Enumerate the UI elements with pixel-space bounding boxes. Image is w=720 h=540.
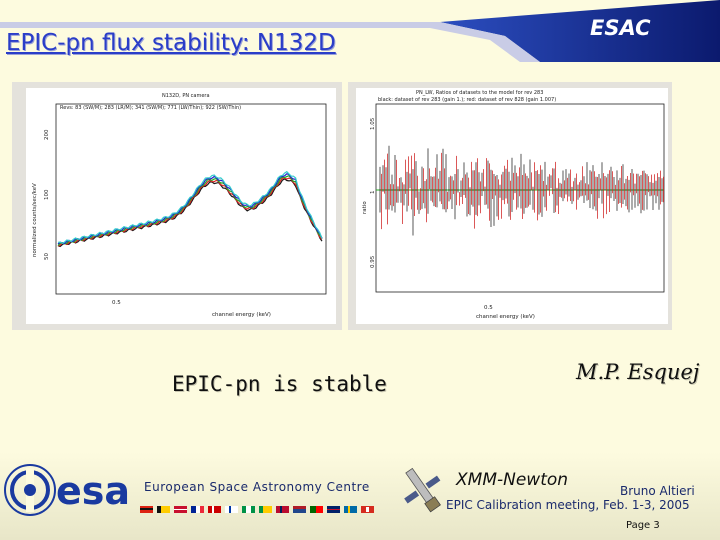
plot-right-xlabel: channel energy (keV) [476, 314, 535, 320]
member-flags-strip [140, 506, 374, 513]
xmm-satellite-icon [404, 467, 441, 513]
ratio-plot: PN_LW, Ratios of datasets to the model f… [348, 82, 672, 330]
plot-left-title: N132D, PN camera [162, 93, 210, 99]
stability-statement: EPIC-pn is stable [172, 372, 387, 396]
spectrum-curve [57, 170, 323, 244]
plot-right-ytick: 1.05 [370, 117, 376, 130]
slide-title: EPIC-pn flux stability: N132D [6, 30, 336, 56]
flux-spectrum-figure: N132D, PN camera Revs: 83 (SW/M); 283 (L… [26, 88, 336, 324]
mission-name: XMM-Newton [456, 470, 569, 490]
plot-left-xtick: 0.5 [112, 300, 121, 306]
ratio-figure: PN_LW, Ratios of datasets to the model f… [356, 88, 668, 324]
header-band [0, 0, 720, 62]
plot-left-ytick: 50 [44, 253, 50, 260]
spectrum-curves [57, 170, 323, 248]
plot-right-ytick: 1 [370, 191, 376, 195]
slide-header: EPIC-pn flux stability: N132D ESAC [0, 0, 720, 62]
org-label: ESAC [590, 16, 651, 40]
plot-right-subtitle: black: dataset of rev 283 (gain 1.); red… [378, 97, 556, 103]
flux-spectrum-plot: N132D, PN camera Revs: 83 (SW/M); 283 (L… [12, 82, 342, 330]
plot-left-ytick: 100 [44, 189, 50, 200]
esa-logo-text: esa [56, 469, 130, 513]
esa-logo: esa [2, 462, 142, 522]
plot-right-title: PN_LW, Ratios of datasets to the model f… [416, 90, 543, 96]
meeting-info: EPIC Calibration meeting, Feb. 1-3, 2005 [446, 498, 690, 512]
centre-name: European Space Astronomy Centre [144, 480, 370, 494]
spectrum-curve [57, 178, 323, 248]
plot-right-xtick: 0.5 [484, 305, 493, 311]
author-name: M.P. Esquej [576, 360, 700, 384]
plot-right-ytick: 0.95 [370, 255, 376, 268]
esa-logo-icon: esa [4, 464, 130, 516]
page-number: Page 3 [626, 520, 660, 531]
footer-band [0, 452, 720, 540]
presenter-name: Bruno Altieri [620, 484, 695, 498]
spectrum-curve [57, 177, 323, 247]
plot-left-xlabel: channel energy (keV) [212, 312, 271, 318]
plot-left-legend: Revs: 83 (SW/M); 283 (LR/M); 341 (SW/M);… [60, 105, 241, 111]
plot-left-ylabel: normalized counts/sec/keV [32, 183, 38, 257]
plot-right-ylabel: ratio [362, 201, 368, 214]
ratio-curves [376, 145, 664, 236]
plot-left-ytick: 200 [44, 129, 50, 140]
